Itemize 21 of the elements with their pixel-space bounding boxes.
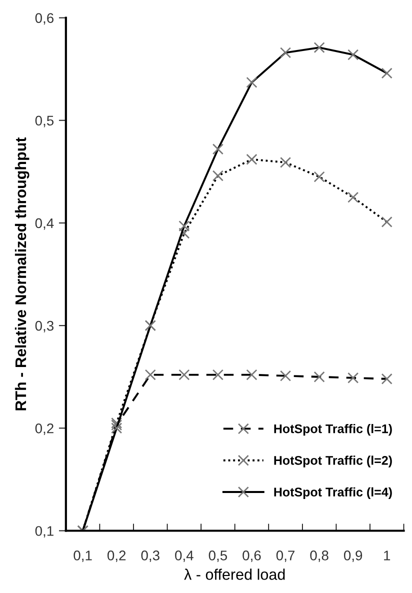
- legend-label: HotSpot Traffic (l=4): [274, 487, 392, 499]
- x-tick-label: 0,8: [310, 550, 328, 562]
- legend-label: HotSpot Traffic (l=2): [274, 456, 392, 468]
- x-tick-label: 0,2: [107, 550, 126, 562]
- y-tick-label: 0,5: [35, 116, 54, 128]
- y-tick-label: 0,6: [35, 13, 54, 25]
- x-tick-label: 1: [384, 550, 390, 560]
- x-axis-title: λ - offered load: [184, 568, 285, 580]
- x-tick-label: 0,4: [175, 550, 194, 562]
- y-tick-label: 0,4: [35, 218, 54, 230]
- x-tick-label: 0,3: [141, 550, 160, 562]
- y-axis-title: RTh - Relative Normalized throughput: [14, 137, 30, 410]
- y-tick-label: 0,1: [35, 526, 54, 538]
- legend-label: HotSpot Traffic (l=1): [274, 424, 392, 436]
- y-tick-label: 0,3: [35, 320, 54, 332]
- x-tick-label: 0,1: [74, 550, 92, 562]
- x-tick-label: 0,5: [208, 550, 228, 562]
- y-tick-label: 0,2: [35, 423, 54, 435]
- x-tick-label: 0,9: [344, 550, 362, 562]
- x-tick-label: 0,6: [242, 550, 261, 562]
- x-tick-label: 0,7: [276, 550, 294, 562]
